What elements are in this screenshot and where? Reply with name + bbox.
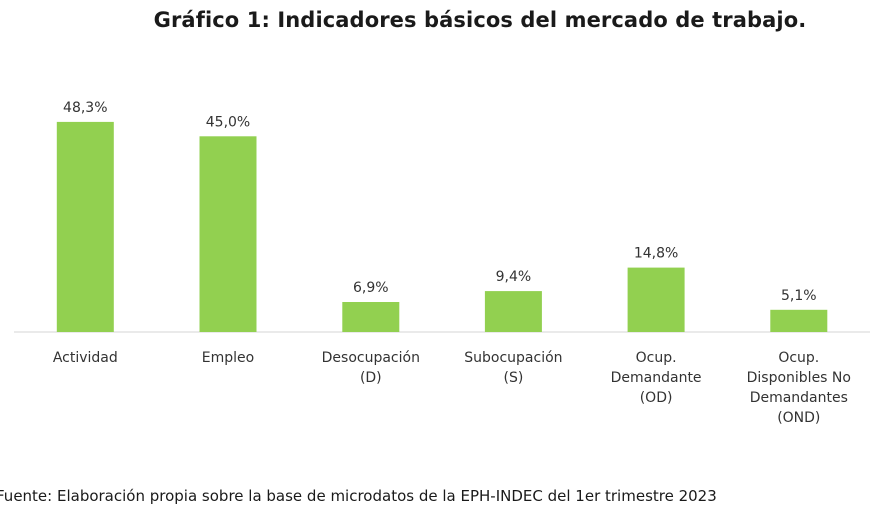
category-label-6: Ocup. Disponibles No Demandantes (OND) [747, 350, 851, 426]
labels-layer: 48,3% Actividad 45,0% Empleo 6,9% Desocupació… [53, 100, 851, 426]
bar-3 [342, 302, 400, 332]
category-label-line: (D) [360, 370, 382, 386]
category-label-1: Actividad [53, 350, 118, 366]
category-label-line: (S) [503, 370, 523, 386]
bar-6 [770, 309, 828, 332]
bar-5 [627, 267, 685, 332]
data-label-6: 5,1% [781, 288, 817, 304]
category-label-4: Subocupación (S) [464, 350, 562, 386]
category-label-line: Ocup. [778, 350, 819, 366]
bar-4 [484, 291, 542, 332]
bars-layer [56, 121, 828, 333]
category-label-line: (OND) [777, 410, 820, 426]
bar-1 [56, 121, 114, 333]
category-label-5: Ocup. Demandante (OD) [611, 350, 702, 406]
chart-title: Gráfico 1: Indicadores básicos del merca… [153, 8, 807, 32]
data-label-4: 9,4% [496, 269, 532, 285]
category-label-line: Actividad [53, 350, 118, 366]
source-note: Fuente: Elaboración propia sobre la base… [0, 487, 717, 505]
data-label-2: 45,0% [206, 114, 250, 130]
data-label-1: 48,3% [63, 100, 107, 116]
category-label-line: Desocupación [322, 350, 420, 366]
category-label-line: Demandante [611, 370, 702, 386]
category-label-line: Empleo [202, 350, 254, 366]
category-label-line: Subocupación [464, 350, 562, 366]
bar-2 [199, 136, 257, 332]
category-label-line: Demandantes [750, 390, 848, 406]
data-label-3: 6,9% [353, 280, 389, 296]
category-label-line: Disponibles No [747, 370, 851, 386]
category-label-line: (OD) [640, 390, 673, 406]
data-label-5: 14,8% [634, 246, 678, 262]
category-label-2: Empleo [202, 350, 254, 366]
category-label-3: Desocupación (D) [322, 350, 420, 386]
category-label-line: Ocup. [636, 350, 677, 366]
